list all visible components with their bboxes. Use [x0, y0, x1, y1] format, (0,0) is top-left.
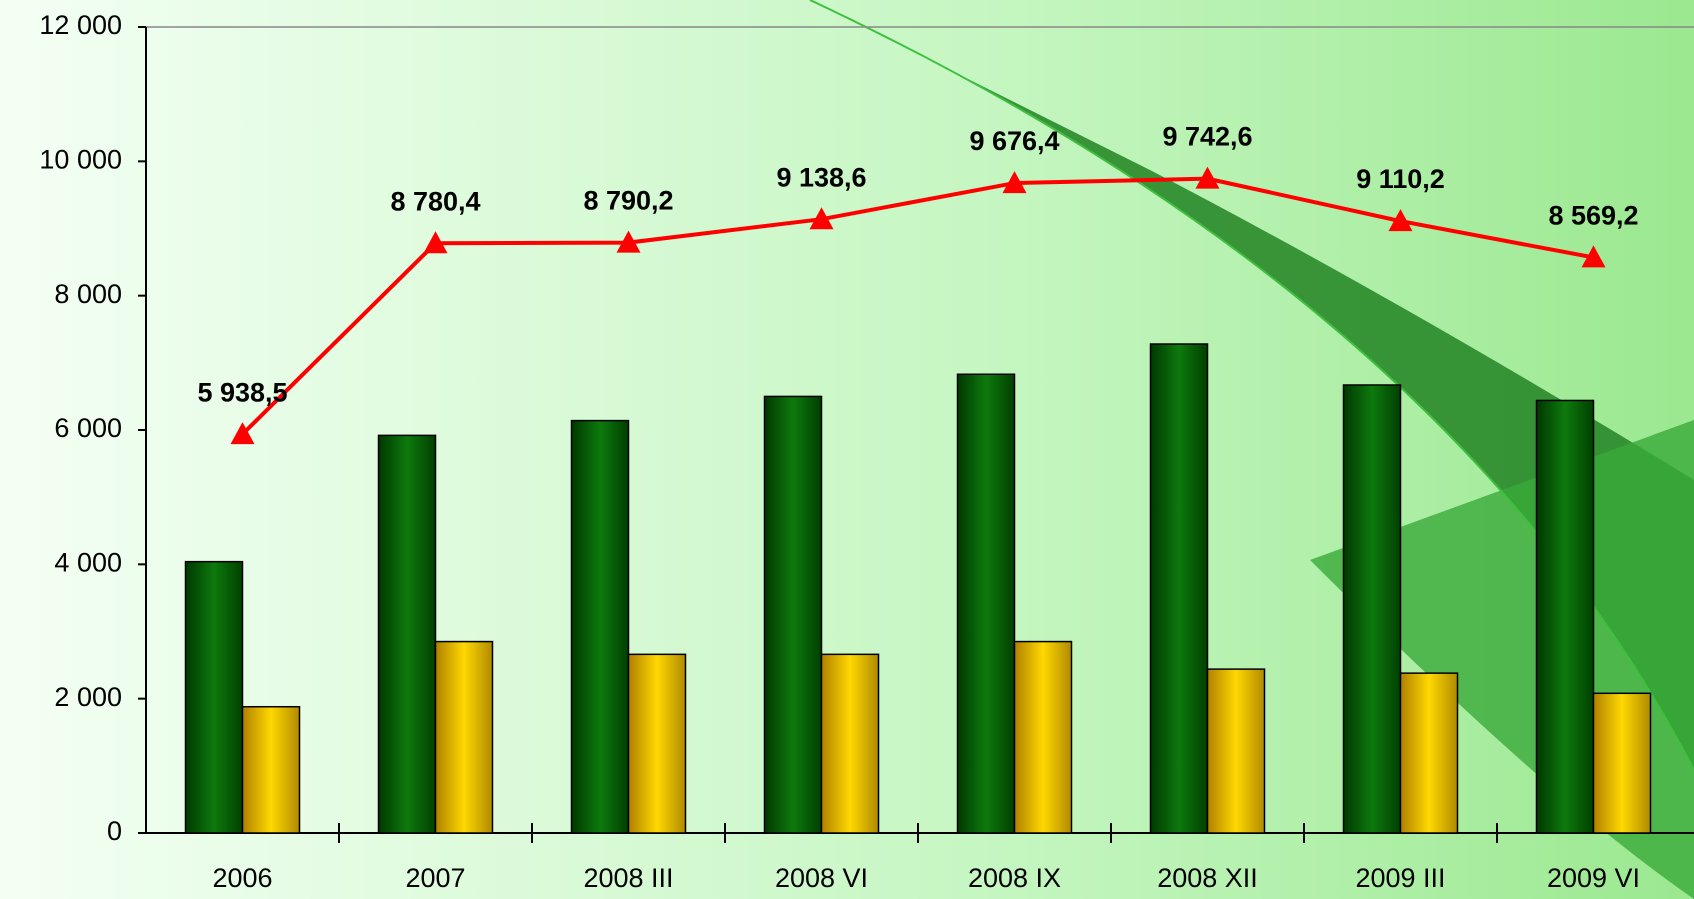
bar — [1151, 344, 1208, 833]
x-tick-label: 2008 XII — [1157, 863, 1258, 893]
bar — [629, 654, 686, 833]
bar — [1594, 693, 1651, 833]
x-tick-label: 2008 IX — [968, 863, 1061, 893]
y-tick-label: 10 000 — [39, 144, 122, 174]
x-tick-label: 2008 VI — [775, 863, 868, 893]
bar — [243, 707, 300, 833]
y-tick-label: 4 000 — [54, 547, 122, 577]
value-label: 8 569,2 — [1548, 201, 1638, 231]
y-tick-label: 12 000 — [39, 10, 122, 40]
value-label: 9 110,2 — [1356, 164, 1445, 194]
bar — [1401, 673, 1458, 833]
bar — [822, 654, 879, 833]
y-tick-label: 2 000 — [54, 682, 122, 712]
bar — [436, 642, 493, 833]
bar — [958, 374, 1015, 833]
bar — [186, 562, 243, 833]
x-tick-label: 2009 VI — [1547, 863, 1640, 893]
chart: 0 2 000 4 000 6 000 8 000 10 000 12 000 2006 200… — [0, 0, 1694, 899]
value-label: 8 790,2 — [583, 186, 673, 216]
y-tick-label: 0 — [107, 816, 122, 846]
bar — [765, 396, 822, 833]
y-tick-label: 6 000 — [54, 413, 122, 443]
value-label: 9 676,4 — [969, 126, 1059, 156]
bar — [379, 435, 436, 833]
x-tick-label: 2006 — [212, 863, 272, 893]
value-label: 8 780,4 — [390, 186, 480, 216]
y-tick-label: 8 000 — [54, 279, 122, 309]
x-tick-label: 2008 III — [583, 863, 673, 893]
bar — [1344, 385, 1401, 833]
value-label: 5 938,5 — [197, 377, 287, 407]
value-label: 9 742,6 — [1162, 122, 1252, 152]
x-tick-label: 2009 III — [1355, 863, 1445, 893]
bar — [1015, 642, 1072, 833]
bar — [1537, 400, 1594, 833]
bar — [572, 421, 629, 833]
x-tick-label: 2007 — [405, 863, 465, 893]
value-label: 9 138,6 — [776, 162, 866, 192]
bar — [1208, 669, 1265, 833]
